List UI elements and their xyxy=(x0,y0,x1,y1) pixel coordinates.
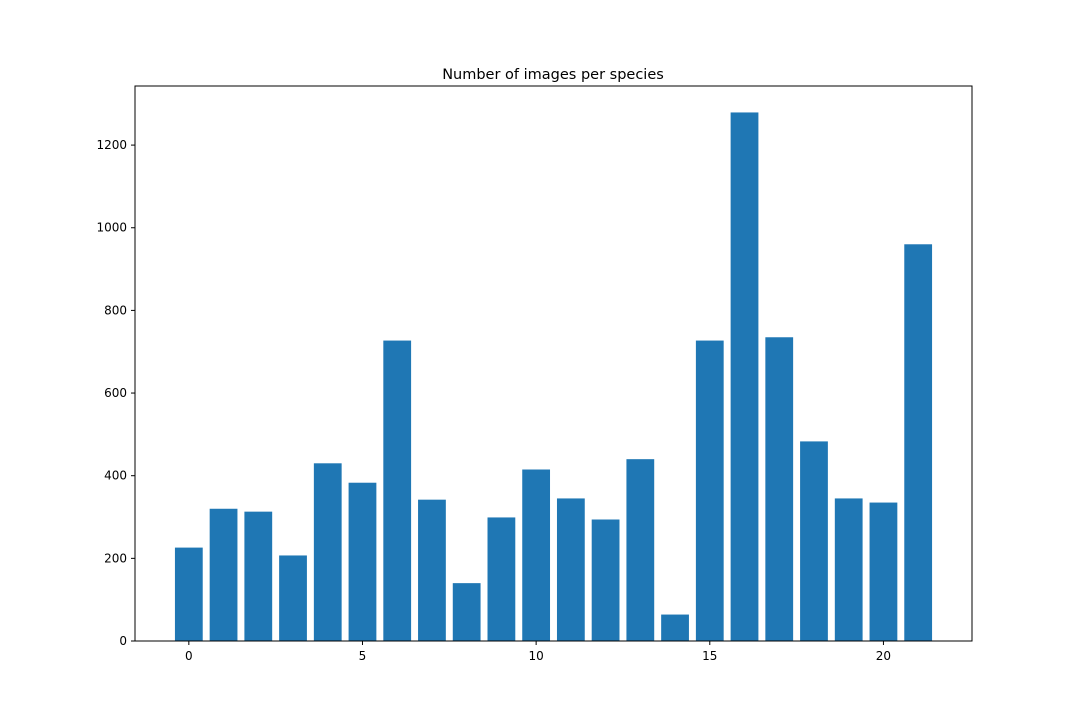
y-tick-label: 800 xyxy=(104,303,127,317)
y-tick-label: 1200 xyxy=(96,138,127,152)
bar-8 xyxy=(452,583,481,641)
bar-11 xyxy=(556,498,585,641)
bar-7 xyxy=(418,499,446,641)
bar-4 xyxy=(313,463,342,641)
x-tick-label: 20 xyxy=(876,649,891,663)
y-axis: 0 200 400 600 800 1000 1200 xyxy=(96,138,135,648)
y-tick-label: 400 xyxy=(104,469,127,483)
bar-3 xyxy=(279,555,307,641)
bar-18 xyxy=(800,441,828,641)
bar-10 xyxy=(522,469,551,641)
bar-0 xyxy=(174,547,203,641)
x-tick-label: 0 xyxy=(185,649,193,663)
bar-19 xyxy=(834,498,863,641)
y-tick-label: 200 xyxy=(104,551,127,565)
y-tick-label: 1000 xyxy=(96,221,127,235)
bar-13 xyxy=(626,459,655,641)
bar-5 xyxy=(348,482,377,641)
bar-17 xyxy=(765,337,794,641)
bar-9 xyxy=(487,517,516,641)
bars-group xyxy=(174,112,933,641)
chart-title: Number of images per species xyxy=(442,67,664,83)
bar-16 xyxy=(730,112,759,641)
x-tick-label: 10 xyxy=(528,649,543,663)
x-tick-label: 15 xyxy=(702,649,717,663)
bar-12 xyxy=(591,519,620,641)
axes-frame xyxy=(134,85,973,642)
bar-21 xyxy=(904,244,933,641)
x-tick-label: 5 xyxy=(359,649,367,663)
bar-2 xyxy=(244,511,273,641)
y-tick-label: 600 xyxy=(104,386,127,400)
y-tick-label: 0 xyxy=(119,634,127,648)
bar-6 xyxy=(383,340,412,641)
bar-1 xyxy=(209,508,238,641)
x-axis: 0 5 10 15 20 xyxy=(185,641,891,663)
bar-14 xyxy=(661,614,689,641)
bar-20 xyxy=(869,502,898,641)
bar-15 xyxy=(695,340,724,641)
